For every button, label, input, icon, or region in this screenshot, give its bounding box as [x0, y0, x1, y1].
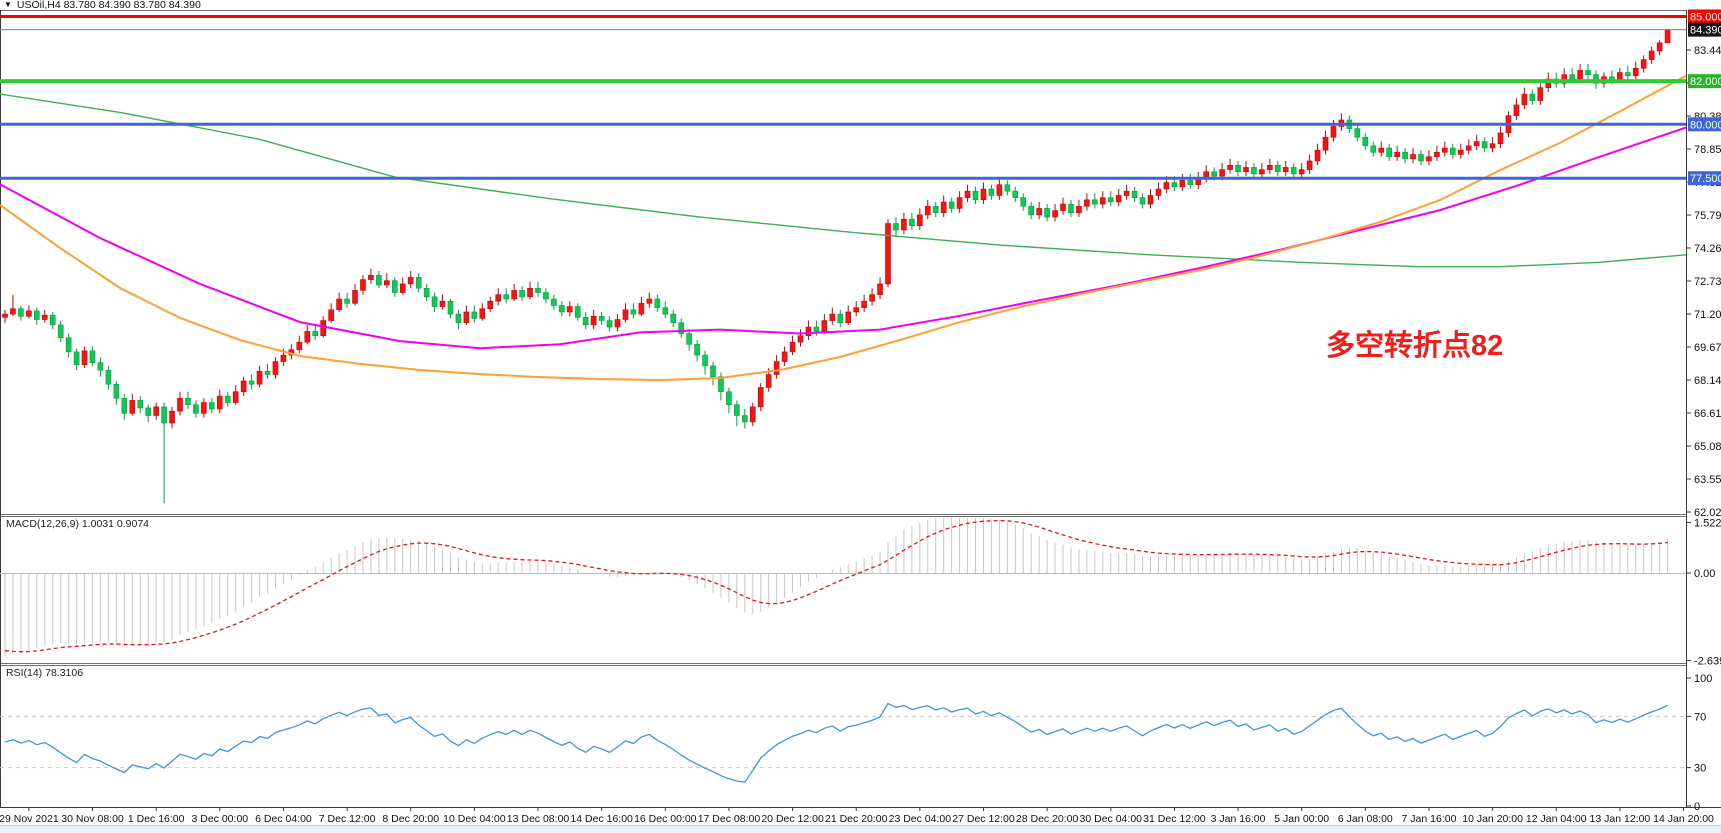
date-tick-label: 27 Dec 12:00	[952, 813, 1015, 825]
price-tick-label: 65.085	[1694, 441, 1721, 453]
date-tick-label: 30 Nov 08:00	[61, 813, 124, 825]
date-tick-label: 14 Jan 20:00	[1653, 813, 1714, 825]
date-tick-label: 10 Dec 04:00	[443, 813, 506, 825]
price-tick-label: 68.145	[1694, 375, 1721, 387]
date-tick-label: 20 Dec 12:00	[761, 813, 824, 825]
macd-axis-label: -2.6392	[1694, 656, 1721, 668]
macd-signal-line	[4, 519, 1668, 653]
macd-panel-label: MACD(12,26,9) 1.0031 0.9074	[6, 518, 149, 530]
date-tick-label: 28 Dec 20:00	[1016, 813, 1079, 825]
symbol-dropdown-icon[interactable]: ▼	[4, 0, 12, 9]
horizontal-lines-group[interactable]	[0, 14, 1686, 180]
date-tick-label: 7 Dec 12:00	[319, 813, 376, 825]
date-tick-label: 6 Dec 04:00	[255, 813, 312, 825]
date-tick-label: 13 Jan 12:00	[1590, 813, 1651, 825]
macd-axis-label: 1.5227	[1694, 517, 1721, 529]
rsi-axis-label: 100	[1694, 673, 1712, 685]
rsi-axis-label: 70	[1694, 711, 1706, 723]
date-tick-label: 16 Dec 00:00	[634, 813, 697, 825]
chart-title: USOil,H4 83.780 84.390 83.780 84.390	[16, 0, 201, 11]
price-tick-label: 63.555	[1694, 474, 1721, 486]
price-tick-label: 69.675	[1694, 342, 1721, 354]
date-tick-label: 1 Dec 16:00	[128, 813, 185, 825]
svg-text:80.000: 80.000	[1690, 119, 1721, 131]
macd-name: MACD(12,26,9)	[6, 518, 79, 530]
rsi-panel-label: RSI(14) 78.3106	[6, 667, 83, 679]
svg-text:82.000: 82.000	[1690, 76, 1721, 88]
date-tick-label: 23 Dec 04:00	[889, 813, 952, 825]
date-tick-label: 3 Jan 16:00	[1211, 813, 1266, 825]
svg-text:85.000: 85.000	[1690, 11, 1721, 23]
date-tick-label: 14 Dec 16:00	[570, 813, 633, 825]
ma-mid-magenta	[0, 126, 1687, 350]
chart-annotation: 多空转折点82	[1326, 330, 1504, 362]
date-tick-label: 29 Nov 2021	[0, 813, 59, 825]
ma-slow-green	[0, 93, 1687, 268]
date-tick-label: 12 Jan 04:00	[1526, 813, 1587, 825]
date-tick-label: 5 Jan 00:00	[1274, 813, 1329, 825]
date-tick-label: 30 Dec 04:00	[1080, 813, 1143, 825]
macd-panel: 1.5227 0.00 -2.6392	[0, 517, 1721, 668]
price-badge-77.500: 77.500	[1688, 171, 1721, 186]
date-tick-label: 10 Jan 20:00	[1462, 813, 1523, 825]
rsi-axis-label: 30	[1694, 763, 1706, 775]
price-tick-label: 71.205	[1694, 309, 1721, 321]
price-tick-label: 72.735	[1694, 276, 1721, 288]
price-tick-label: 83.445	[1694, 45, 1721, 57]
panel-frames	[0, 10, 1721, 808]
svg-text:77.500: 77.500	[1690, 173, 1721, 185]
date-tick-label: 13 Dec 08:00	[507, 813, 570, 825]
price-axis: 83.44581.91580.38578.85577.32575.79574.2…	[1686, 9, 1721, 519]
price-badge-82.000: 82.000	[1688, 74, 1721, 89]
rsi-line	[4, 702, 1668, 783]
price-tick-label: 75.795	[1694, 210, 1721, 222]
rsi-axis-label: 0	[1694, 801, 1700, 813]
price-badge-80.000: 80.000	[1688, 117, 1721, 132]
date-tick-label: 31 Dec 12:00	[1143, 813, 1206, 825]
price-badge-84.390: 84.390	[1688, 22, 1721, 37]
date-tick-label: 3 Dec 00:00	[192, 813, 249, 825]
macd-axis-label: 0.00	[1694, 568, 1715, 580]
chart-titlebar: ▼ USOil,H4 83.780 84.390 83.780 84.390	[4, 0, 207, 11]
price-tick-label: 66.615	[1694, 408, 1721, 420]
rsi-value: 78.3106	[45, 667, 84, 679]
date-tick-label: 21 Dec 20:00	[825, 813, 888, 825]
rsi-name: RSI(14)	[6, 667, 43, 679]
macd-values: 1.0031 0.9074	[81, 518, 150, 530]
date-tick-label: 8 Dec 20:00	[382, 813, 439, 825]
date-tick-label: 7 Jan 16:00	[1402, 813, 1457, 825]
date-tick-label: 6 Jan 08:00	[1338, 813, 1393, 825]
date-axis: 29 Nov 2021 30 Nov 08:00 1 Dec 16:00 3 Dec …	[0, 807, 1714, 825]
svg-text:84.390: 84.390	[1690, 25, 1721, 37]
price-badge-85.000: 85.000	[1688, 9, 1721, 24]
price-tick-label: 74.265	[1694, 243, 1721, 255]
price-tick-label: 78.855	[1694, 144, 1721, 156]
moving-averages-group	[0, 74, 1687, 382]
price-tick-label: 62.025	[1694, 507, 1721, 519]
window-bottom-edge	[0, 825, 1721, 833]
rsi-panel: 100 70 30 0	[0, 673, 1712, 813]
date-tick-label: 17 Dec 08:00	[698, 813, 761, 825]
ma-fast-orange	[0, 74, 1687, 382]
